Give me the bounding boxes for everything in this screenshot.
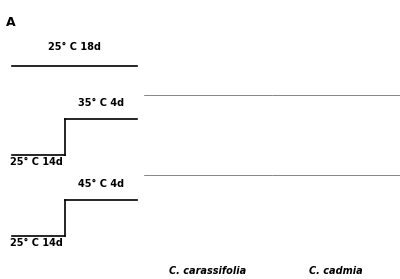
Text: 25° C 14d: 25° C 14d	[10, 238, 62, 248]
Text: 35° C 4d: 35° C 4d	[78, 98, 124, 109]
Text: C: C	[278, 21, 288, 34]
Text: B: B	[150, 21, 160, 34]
Text: 25° C 18d: 25° C 18d	[48, 42, 101, 52]
Text: C. carassifolia: C. carassifolia	[169, 266, 247, 276]
Text: C. cadmia: C. cadmia	[309, 266, 363, 276]
Text: 45° C 4d: 45° C 4d	[78, 179, 124, 189]
Text: 25° C 14d: 25° C 14d	[10, 157, 62, 167]
Text: A: A	[6, 16, 15, 29]
